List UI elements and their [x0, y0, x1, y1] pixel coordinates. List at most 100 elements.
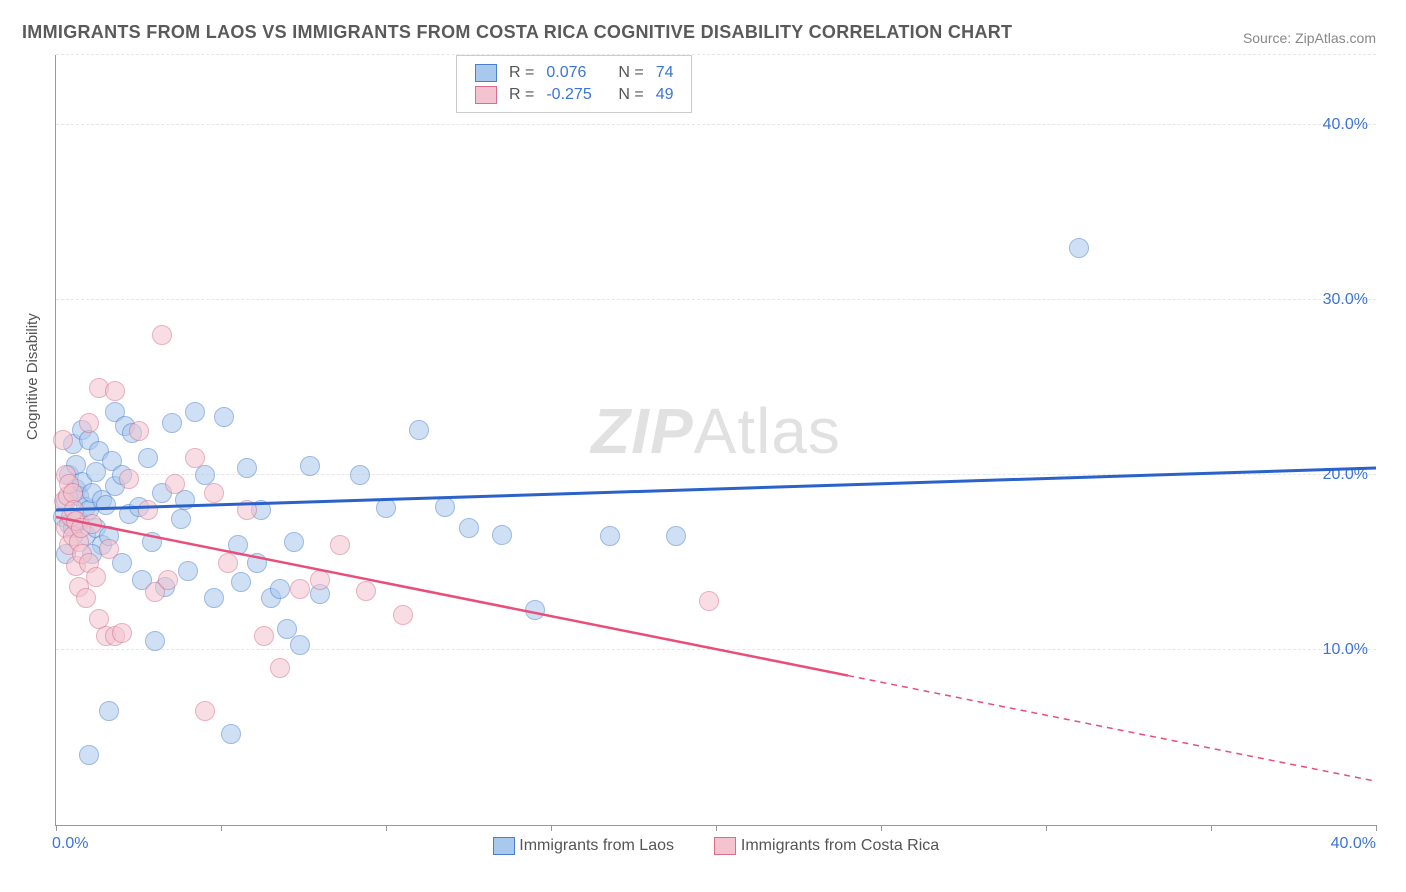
data-point-costarica — [393, 605, 413, 625]
data-point-costarica — [195, 701, 215, 721]
data-point-costarica — [105, 381, 125, 401]
legend-n-laos: 74 — [650, 62, 680, 84]
chart-title: IMMIGRANTS FROM LAOS VS IMMIGRANTS FROM … — [22, 22, 1012, 43]
gridline — [56, 124, 1376, 125]
data-point-laos — [409, 420, 429, 440]
gridline — [56, 54, 1376, 55]
data-point-costarica — [76, 588, 96, 608]
data-point-costarica — [270, 658, 290, 678]
data-point-laos — [270, 579, 290, 599]
x-tick — [881, 825, 882, 831]
legend-bottom-label-costarica: Immigrants from Costa Rica — [741, 837, 939, 854]
data-point-laos — [247, 553, 267, 573]
data-point-laos — [79, 745, 99, 765]
data-point-laos — [142, 532, 162, 552]
data-point-costarica — [79, 413, 99, 433]
gridline — [56, 299, 1376, 300]
watermark-zip: ZIP — [591, 395, 694, 467]
gridline — [56, 649, 1376, 650]
trendline-costarica — [56, 517, 848, 676]
x-tick — [1376, 825, 1377, 831]
data-point-costarica — [158, 570, 178, 590]
data-point-laos — [178, 561, 198, 581]
source-label: Source: ZipAtlas.com — [1243, 30, 1376, 46]
data-point-laos — [350, 465, 370, 485]
legend-n-label: N = — [612, 62, 649, 84]
data-point-laos — [231, 572, 251, 592]
legend-bottom-swatch-laos — [493, 837, 515, 855]
x-tick — [56, 825, 57, 831]
data-point-laos — [237, 458, 257, 478]
legend-r-label: R = — [503, 62, 540, 84]
data-point-laos — [666, 526, 686, 546]
data-point-laos — [145, 631, 165, 651]
data-point-costarica — [204, 483, 224, 503]
y-tick-label: 30.0% — [1323, 291, 1368, 309]
trendlines-layer — [56, 55, 1376, 825]
data-point-laos — [138, 448, 158, 468]
data-point-costarica — [99, 539, 119, 559]
data-point-costarica — [53, 430, 73, 450]
data-point-laos — [435, 497, 455, 517]
data-point-costarica — [112, 623, 132, 643]
legend-swatch-laos — [475, 64, 497, 82]
data-point-costarica — [290, 579, 310, 599]
plot-area: ZIPAtlas R = 0.076 N = 74 R = -0.275 N =… — [55, 55, 1376, 826]
x-tick — [1046, 825, 1047, 831]
data-point-laos — [185, 402, 205, 422]
x-tick — [1211, 825, 1212, 831]
legend-bottom-swatch-costarica — [714, 837, 736, 855]
data-point-costarica — [138, 500, 158, 520]
data-point-laos — [221, 724, 241, 744]
data-point-costarica — [185, 448, 205, 468]
data-point-laos — [284, 532, 304, 552]
data-point-costarica — [330, 535, 350, 555]
data-point-costarica — [310, 570, 330, 590]
legend-r-laos: 0.076 — [540, 62, 612, 84]
data-point-laos — [99, 701, 119, 721]
data-point-laos — [204, 588, 224, 608]
data-point-costarica — [237, 500, 257, 520]
data-point-costarica — [82, 514, 102, 534]
legend-correlation: R = 0.076 N = 74 R = -0.275 N = 49 — [456, 55, 692, 113]
y-tick-label: 20.0% — [1323, 466, 1368, 484]
data-point-costarica — [356, 581, 376, 601]
y-tick-label: 40.0% — [1323, 116, 1368, 134]
x-tick — [386, 825, 387, 831]
legend-swatch-costarica — [475, 86, 497, 104]
x-tick — [716, 825, 717, 831]
data-point-laos — [525, 600, 545, 620]
data-point-laos — [162, 413, 182, 433]
y-axis-label: Cognitive Disability — [24, 313, 41, 440]
data-point-costarica — [152, 325, 172, 345]
data-point-laos — [600, 526, 620, 546]
data-point-costarica — [86, 567, 106, 587]
legend-n-costarica: 49 — [650, 84, 680, 106]
legend-n-label: N = — [612, 84, 649, 106]
data-point-laos — [214, 407, 234, 427]
data-point-costarica — [699, 591, 719, 611]
data-point-costarica — [254, 626, 274, 646]
data-point-laos — [1069, 238, 1089, 258]
data-point-laos — [290, 635, 310, 655]
watermark-atlas: Atlas — [694, 395, 841, 467]
watermark: ZIPAtlas — [591, 394, 841, 468]
data-point-costarica — [119, 469, 139, 489]
x-tick — [221, 825, 222, 831]
data-point-laos — [492, 525, 512, 545]
data-point-laos — [459, 518, 479, 538]
trendline-costarica-extrapolated — [848, 676, 1376, 782]
data-point-costarica — [129, 421, 149, 441]
data-point-costarica — [165, 474, 185, 494]
data-point-laos — [171, 509, 191, 529]
legend-r-label: R = — [503, 84, 540, 106]
data-point-costarica — [218, 553, 238, 573]
legend-r-costarica: -0.275 — [540, 84, 612, 106]
x-tick — [551, 825, 552, 831]
chart-container: IMMIGRANTS FROM LAOS VS IMMIGRANTS FROM … — [0, 0, 1406, 892]
data-point-laos — [96, 495, 116, 515]
legend-bottom-label-laos: Immigrants from Laos — [519, 837, 674, 854]
y-tick-label: 10.0% — [1323, 641, 1368, 659]
legend-series: Immigrants from Laos Immigrants from Cos… — [56, 837, 1376, 855]
data-point-laos — [376, 498, 396, 518]
